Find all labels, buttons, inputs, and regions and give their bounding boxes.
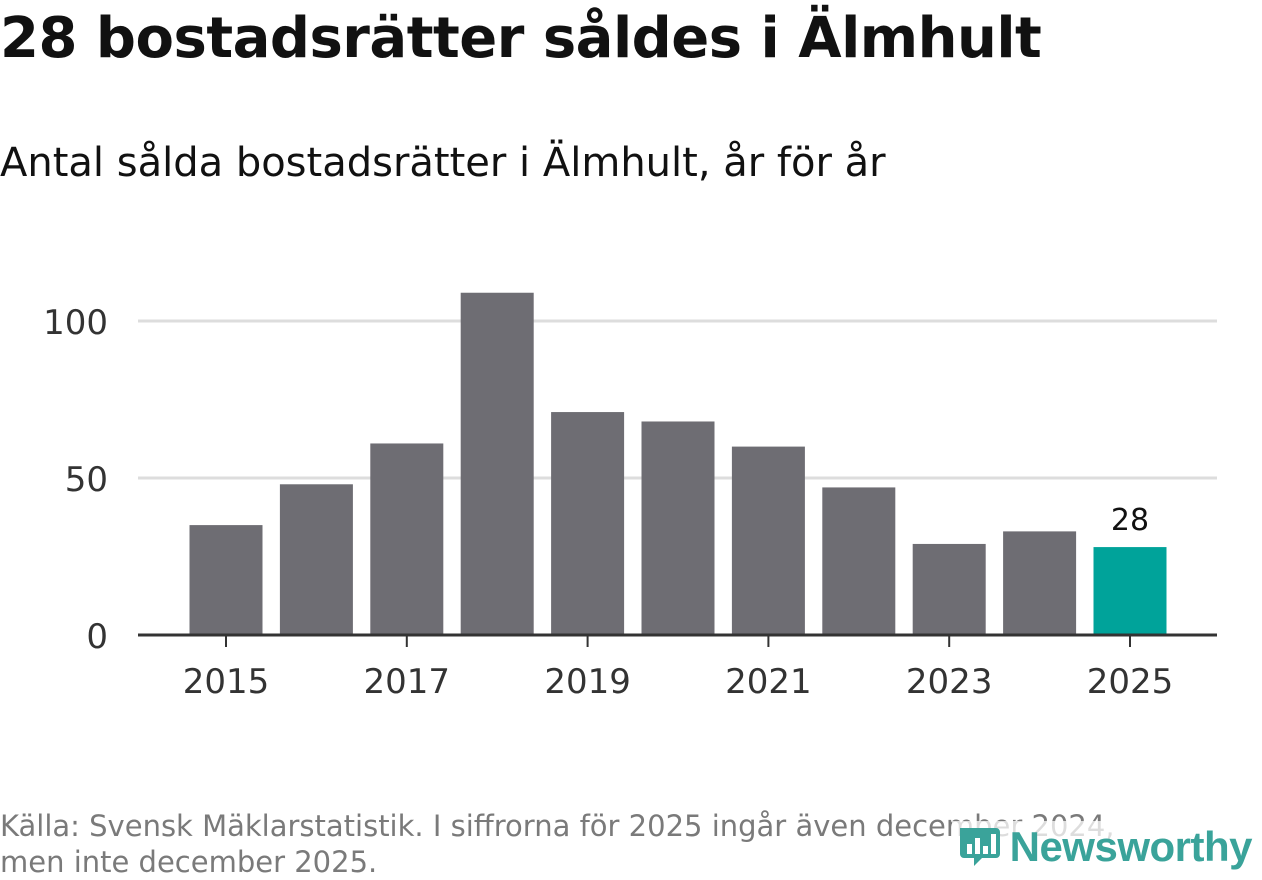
source-line-1: Källa: Svensk Mäklarstatistik. I siffror… xyxy=(0,809,1115,843)
bars xyxy=(189,292,1167,635)
x-tick-label-2017: 2017 xyxy=(364,662,451,702)
bar-2020 xyxy=(641,421,715,635)
bar-2025 xyxy=(1093,547,1167,635)
source-line-2: men inte december 2025. xyxy=(0,845,378,879)
source-note: Källa: Svensk Mäklarstatistik. I siffror… xyxy=(0,808,1200,880)
bar-2024 xyxy=(1003,531,1077,635)
logo-text: Newsworthy xyxy=(1009,823,1253,870)
y-tick-label-100: 100 xyxy=(43,303,108,343)
x-tick-label-2015: 2015 xyxy=(183,662,270,702)
chart-subtitle: Antal sålda bostadsrätter i Älmhult, år … xyxy=(0,140,886,186)
bar-2019 xyxy=(551,412,625,635)
labels: 0 50 100 2015 2017 2019 2021 2023 2025 28 xyxy=(43,303,1173,702)
newsworthy-logo: Newsworthy xyxy=(951,821,1256,873)
y-tick-label-50: 50 xyxy=(65,460,108,500)
chart-title: 28 bostadsrätter såldes i Älmhult xyxy=(0,6,1042,71)
x-tick-label-2025: 2025 xyxy=(1087,662,1174,702)
bar-2017 xyxy=(370,443,444,635)
axes xyxy=(138,633,1217,647)
x-tick-label-2021: 2021 xyxy=(725,662,812,702)
data-label-2025: 28 xyxy=(1111,503,1149,538)
bar-2015 xyxy=(189,525,263,635)
bar-2018 xyxy=(460,292,534,635)
x-tick-label-2023: 2023 xyxy=(906,662,993,702)
bar-2023 xyxy=(912,543,986,635)
bar-2021 xyxy=(731,446,805,635)
x-tick-label-2019: 2019 xyxy=(544,662,631,702)
bar-2016 xyxy=(279,484,353,635)
bar-2022 xyxy=(822,487,896,635)
bar-chart: 0 50 100 2015 2017 2019 2021 2023 2025 28 xyxy=(43,292,1217,702)
newsworthy-logo-icon xyxy=(959,828,1000,866)
y-tick-label-0: 0 xyxy=(86,617,108,657)
